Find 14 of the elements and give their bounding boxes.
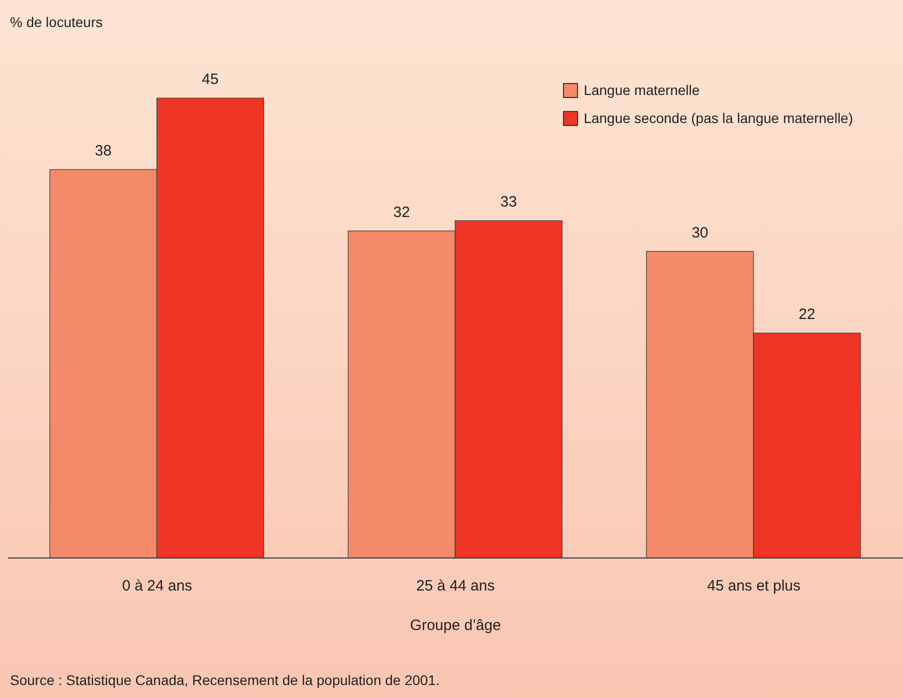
legend-label: Langue maternelle bbox=[584, 82, 700, 98]
x-tick-label: 45 ans et plus bbox=[707, 578, 801, 595]
source-note: Source : Statistique Canada, Recensement de la population de 2001. bbox=[10, 672, 440, 688]
x-tick-label: 0 à 24 ans bbox=[122, 578, 192, 595]
legend-label: Langue seconde (pas la langue maternelle) bbox=[584, 110, 853, 126]
data-label: 32 bbox=[393, 204, 410, 221]
data-label: 45 bbox=[202, 71, 219, 88]
data-label: 33 bbox=[500, 194, 517, 211]
data-label: 22 bbox=[798, 306, 816, 324]
x-tick-label: 25 à 44 ans bbox=[416, 578, 495, 595]
text: % de locuteurs bbox=[10, 14, 103, 30]
x-axis-title: Groupe d’âge bbox=[410, 617, 501, 634]
data-label: 38 bbox=[94, 142, 112, 160]
data-label: 30 bbox=[692, 224, 708, 242]
